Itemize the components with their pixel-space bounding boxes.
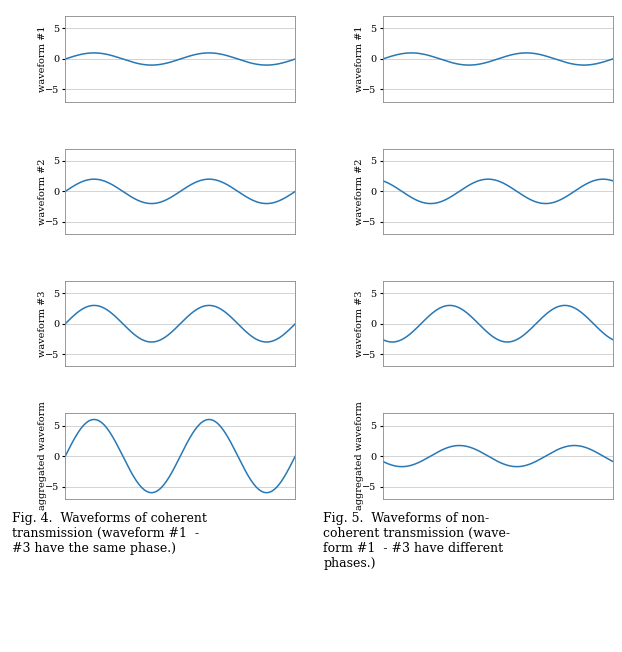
Y-axis label: aggregated waveform: aggregated waveform — [355, 402, 364, 511]
Y-axis label: waveform #2: waveform #2 — [37, 158, 47, 224]
Text: Fig. 4.  Waveforms of coherent
transmission (waveform #1  -
#3 have the same pha: Fig. 4. Waveforms of coherent transmissi… — [12, 512, 207, 555]
Y-axis label: waveform #1: waveform #1 — [37, 25, 47, 92]
Y-axis label: aggregated waveform: aggregated waveform — [37, 402, 47, 511]
Text: Fig. 5.  Waveforms of non-
coherent transmission (wave-
form #1  - #3 have diffe: Fig. 5. Waveforms of non- coherent trans… — [323, 512, 511, 570]
Y-axis label: waveform #2: waveform #2 — [355, 158, 364, 224]
Y-axis label: waveform #3: waveform #3 — [355, 291, 364, 357]
Y-axis label: waveform #1: waveform #1 — [355, 25, 364, 92]
Y-axis label: waveform #3: waveform #3 — [37, 291, 47, 357]
